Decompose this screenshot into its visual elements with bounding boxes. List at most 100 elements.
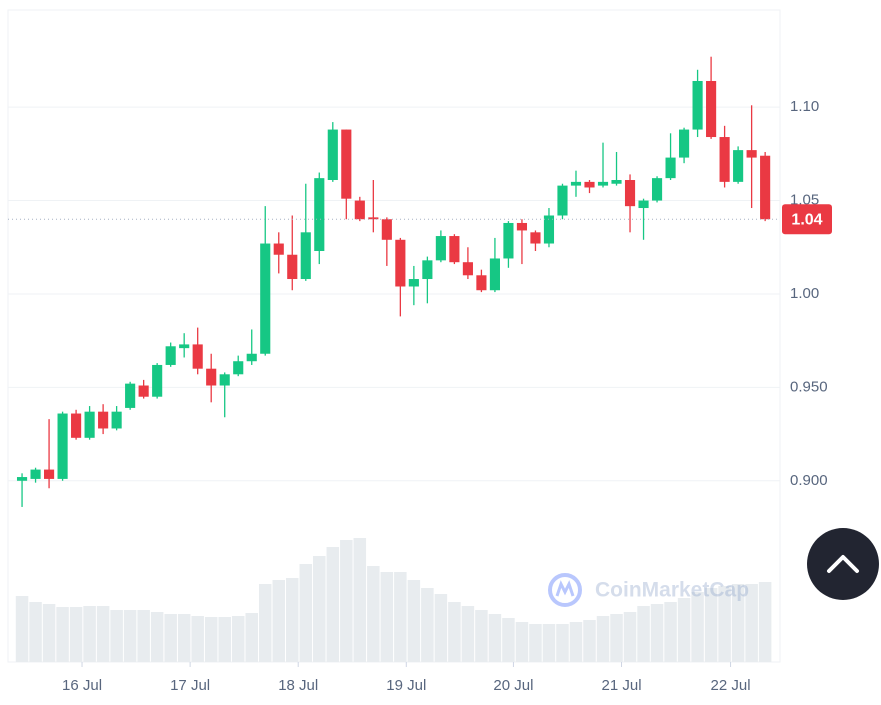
last-price-label: 1.04 xyxy=(791,211,822,228)
volume-bar xyxy=(650,604,664,662)
volume-bar xyxy=(353,538,367,662)
candle-body xyxy=(327,129,338,181)
scroll-top-button[interactable] xyxy=(807,528,879,600)
volume-bar xyxy=(434,594,448,662)
candle-body xyxy=(125,383,136,408)
candle-body xyxy=(543,215,555,244)
candle-body xyxy=(273,243,284,255)
candle-body xyxy=(570,181,582,186)
volume-bar xyxy=(569,622,583,662)
volume-bar xyxy=(394,572,407,662)
y-tick-label: 0.900 xyxy=(790,472,828,489)
candle-body xyxy=(206,368,217,386)
candle-body xyxy=(557,185,568,216)
volume-bar xyxy=(326,547,340,662)
volume-bar xyxy=(704,588,718,662)
volume-bar xyxy=(623,612,637,662)
candle-body xyxy=(300,232,311,280)
candle-body xyxy=(638,200,649,209)
candle-body xyxy=(760,155,771,220)
volume-bar xyxy=(164,614,177,662)
volume-bar xyxy=(421,588,434,662)
candle-body xyxy=(489,258,500,291)
x-tick-label: 21 Jul xyxy=(602,677,642,694)
volume-bar xyxy=(758,582,772,662)
x-tick-label: 17 Jul xyxy=(170,677,210,694)
y-tick-label: 1.00 xyxy=(790,285,819,302)
candle-body xyxy=(530,232,541,244)
candle-body xyxy=(422,260,433,280)
candle-body xyxy=(233,361,244,375)
candle-body xyxy=(395,239,406,287)
candle-body xyxy=(719,137,730,182)
candle-body xyxy=(57,413,68,479)
volume-bar xyxy=(542,624,556,662)
x-tick-label: 22 Jul xyxy=(711,677,751,694)
candle-body xyxy=(435,236,446,261)
candle-body xyxy=(44,469,55,479)
candle-body xyxy=(462,262,473,276)
volume-bar xyxy=(191,616,204,662)
candle-body xyxy=(30,469,41,479)
volume-bar xyxy=(461,606,475,662)
candle-body xyxy=(665,157,676,179)
candle-body xyxy=(314,178,325,251)
candle-body xyxy=(651,178,663,201)
candle-body xyxy=(354,200,365,220)
volume-bar xyxy=(637,606,650,662)
watermark-text: CoinMarketCap xyxy=(595,579,749,602)
watermark-logo xyxy=(548,573,582,607)
x-tick-label: 16 Jul xyxy=(62,677,102,694)
candle-body xyxy=(503,222,514,259)
volume-layer xyxy=(15,538,772,662)
volume-bar xyxy=(42,604,56,662)
candle-body xyxy=(692,80,703,130)
candle-body xyxy=(152,364,163,397)
x-tick-label: 20 Jul xyxy=(493,677,533,694)
candle-body xyxy=(71,413,82,438)
y-tick-label: 0.950 xyxy=(790,378,828,395)
volume-bar xyxy=(29,602,42,662)
watermark: CoinMarketCap xyxy=(548,573,749,607)
scroll-top-icon[interactable] xyxy=(827,555,859,573)
candle-body xyxy=(584,181,595,188)
candle-body xyxy=(408,279,419,287)
volume-bar xyxy=(218,617,231,662)
volume-bar xyxy=(96,606,110,662)
volume-bar xyxy=(204,617,218,662)
volume-bar xyxy=(529,624,542,662)
volume-bar xyxy=(340,540,353,662)
volume-bar xyxy=(313,556,326,662)
candle-body xyxy=(449,236,460,263)
volume-bar xyxy=(69,607,83,662)
volume-bar xyxy=(83,606,96,662)
volume-bar xyxy=(596,616,610,662)
volume-bar xyxy=(677,598,691,662)
candle-body xyxy=(219,374,230,386)
candle-body xyxy=(165,346,176,365)
volume-bar xyxy=(258,584,272,662)
volume-bar xyxy=(515,622,529,662)
candle-body xyxy=(287,254,298,280)
candle-body xyxy=(260,243,271,354)
candle-body xyxy=(192,344,203,369)
grid-layer xyxy=(8,106,780,482)
candle-layer xyxy=(16,56,771,507)
volume-bar xyxy=(475,610,488,662)
volume-bar xyxy=(299,564,313,662)
candle-body xyxy=(16,477,28,481)
candle-body xyxy=(368,217,379,220)
volume-bar xyxy=(123,610,137,662)
scroll-top-circle[interactable] xyxy=(807,528,879,600)
volume-bar xyxy=(286,578,299,662)
last-price-tag xyxy=(782,204,832,235)
candle-body xyxy=(179,344,190,349)
volume-bar xyxy=(583,620,596,662)
candle-body xyxy=(381,219,392,240)
candle-body xyxy=(84,411,95,438)
x-tick-label: 19 Jul xyxy=(386,677,426,694)
volume-bar xyxy=(150,612,164,662)
candle-body xyxy=(611,180,622,184)
y-tick-label: 1.10 xyxy=(790,98,819,115)
